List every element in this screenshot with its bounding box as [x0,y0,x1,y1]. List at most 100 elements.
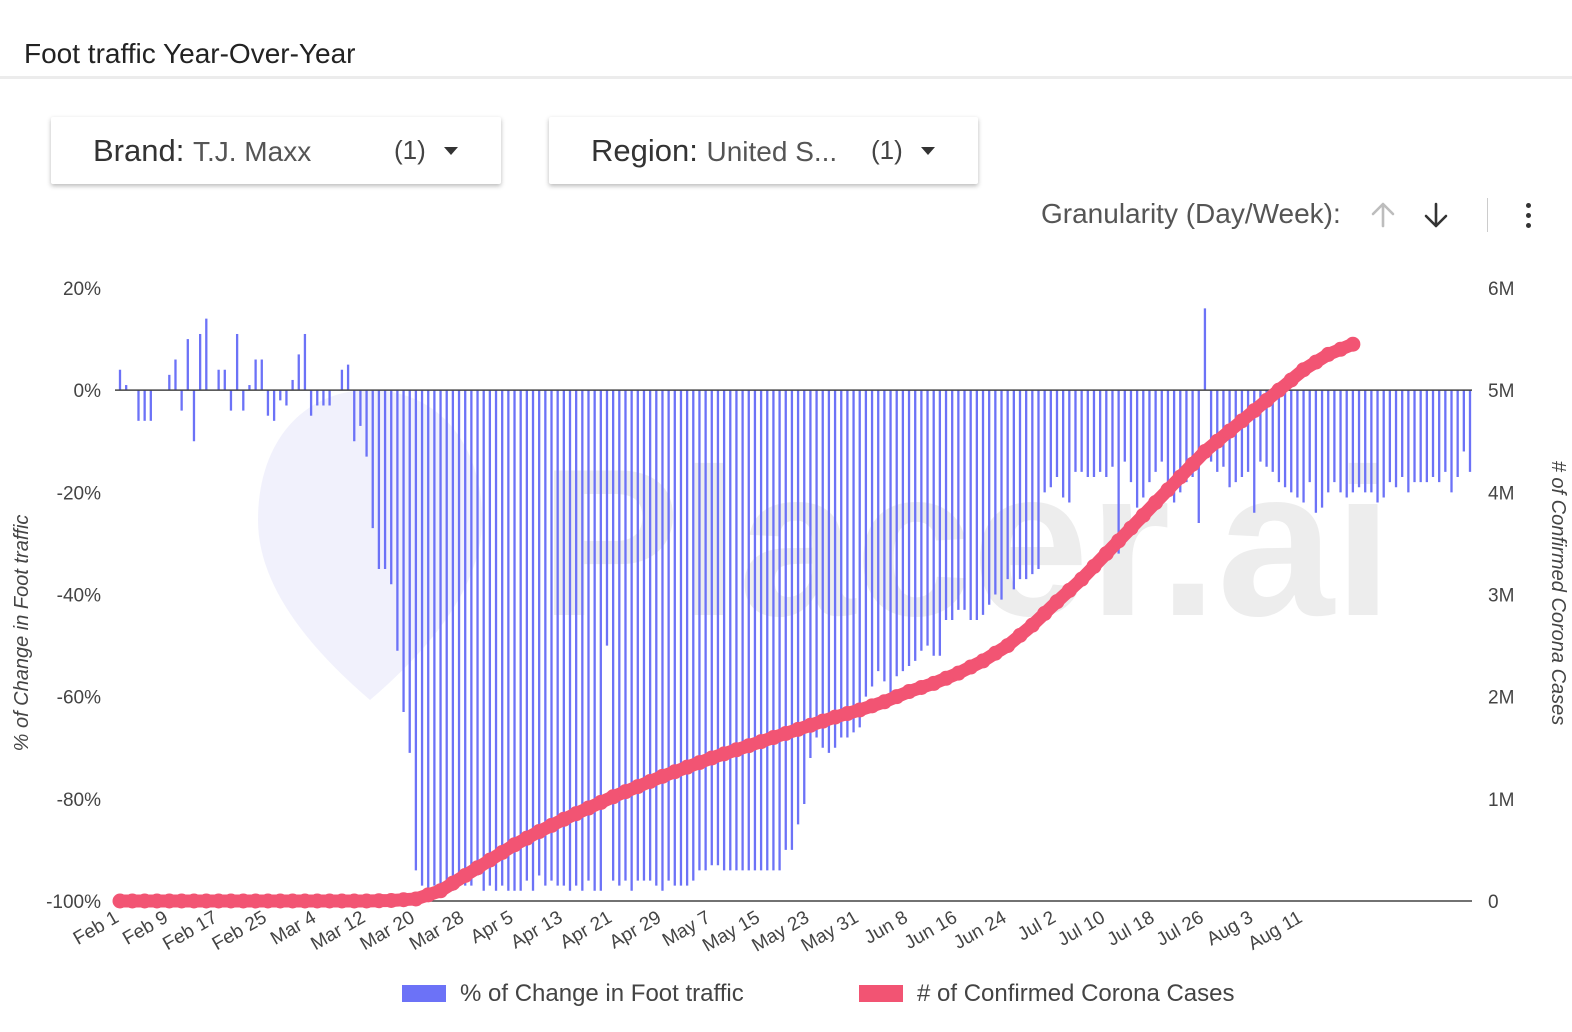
point-confirmed-cases [1123,520,1139,536]
point-confirmed-cases [987,645,1003,661]
point-confirmed-cases [889,689,905,705]
point-confirmed-cases [297,893,313,909]
x-tick-label: Jun 16 [901,907,961,954]
point-confirmed-cases [901,684,917,700]
point-confirmed-cases [1271,382,1287,398]
point-confirmed-cases [420,887,436,903]
point-confirmed-cases [741,738,757,754]
y-right-tick-label: 6M [1488,279,1514,300]
point-confirmed-cases [1012,627,1028,643]
point-confirmed-cases [864,698,880,714]
x-tick-label: Feb 25 [209,907,271,955]
point-confirmed-cases [679,759,695,775]
point-confirmed-cases [580,800,596,816]
point-confirmed-cases [272,893,288,909]
y-right-tick-label: 4M [1488,483,1514,504]
x-tick-label: Feb 1 [70,907,123,949]
point-confirmed-cases [1320,346,1336,362]
point-confirmed-cases [124,893,140,909]
brand-filter-dropdown[interactable]: Brand: T.J. Maxx (1) [51,117,501,184]
point-confirmed-cases [1098,546,1114,562]
legend-item-foot-traffic[interactable]: % of Change in Foot traffic [402,980,744,1008]
point-confirmed-cases [1172,469,1188,485]
point-confirmed-cases [433,883,449,899]
point-confirmed-cases [1283,372,1299,388]
point-confirmed-cases [445,875,461,891]
point-confirmed-cases [211,893,227,909]
point-confirmed-cases [716,746,732,762]
point-confirmed-cases [1296,362,1312,378]
point-confirmed-cases [617,784,633,800]
more-vertical-icon[interactable] [1521,203,1537,229]
arrow-down-icon[interactable] [1420,198,1452,232]
y-left-tick-label: 20% [63,279,101,300]
region-filter-count: (1) [871,135,903,165]
y-axis-left-label: % of Change in Foot traffic [11,515,33,752]
point-confirmed-cases [630,779,646,795]
brand-filter-value: T.J. Maxx [192,136,312,167]
point-confirmed-cases [309,893,325,909]
point-confirmed-cases [1148,495,1164,511]
y-axis-right-label: # of Confirmed Corona Cases [1547,461,1569,726]
point-confirmed-cases [1086,558,1102,574]
legend-item-corona-cases[interactable]: # of Confirmed Corona Cases [859,980,1234,1008]
brand-filter-label: Brand: T.J. Maxx [93,133,312,168]
x-tick-label: Jul 18 [1104,907,1158,951]
point-confirmed-cases [704,750,720,766]
point-confirmed-cases [938,670,954,686]
point-confirmed-cases [507,837,523,853]
point-confirmed-cases [260,893,276,909]
point-confirmed-cases [790,721,806,737]
point-confirmed-cases [334,893,350,909]
y-left-tick-label: -40% [57,586,101,607]
point-confirmed-cases [778,725,794,741]
point-confirmed-cases [691,755,707,771]
point-confirmed-cases [383,892,399,908]
point-confirmed-cases [371,893,387,909]
y-right-tick-label: 5M [1488,381,1514,402]
x-tick-label: Mar 20 [357,907,419,955]
point-confirmed-cases [112,893,128,909]
point-confirmed-cases [198,893,214,909]
point-confirmed-cases [654,768,670,784]
point-confirmed-cases [765,730,781,746]
point-confirmed-cases [482,852,498,868]
point-confirmed-cases [174,893,190,909]
point-confirmed-cases [1308,354,1324,370]
point-confirmed-cases [1234,413,1250,429]
point-confirmed-cases [815,713,831,729]
chevron-down-icon[interactable] [444,147,458,155]
x-tick-label: May 31 [798,907,862,956]
point-confirmed-cases [186,893,202,909]
x-tick-label: Jul 10 [1054,907,1108,951]
point-confirmed-cases [285,893,301,909]
y-right-tick-label: 1M [1488,790,1514,811]
point-confirmed-cases [1197,443,1213,459]
y-left-tick-label: -20% [57,483,101,504]
page-title: Foot traffic Year-Over-Year [24,38,356,69]
point-confirmed-cases [1061,582,1077,598]
x-tick-label: Jul 2 [1014,907,1059,945]
arrow-up-icon[interactable] [1367,198,1399,232]
point-confirmed-cases [1135,507,1151,523]
region-filter-dropdown[interactable]: Region: United S... (1) [549,117,978,184]
x-tick-label: Jul 26 [1153,907,1207,951]
point-confirmed-cases [1259,392,1275,408]
point-confirmed-cases [568,806,584,822]
point-confirmed-cases [556,811,572,827]
brand-filter-count: (1) [394,135,426,165]
chevron-down-icon[interactable] [921,147,935,155]
point-confirmed-cases [827,709,843,725]
y-right-tick-label: 3M [1488,586,1514,607]
point-confirmed-cases [1000,638,1016,654]
region-filter-label: Region: United S... [591,133,838,168]
point-confirmed-cases [396,892,412,908]
brand-filter-key: Brand [93,133,176,168]
point-confirmed-cases [161,893,177,909]
region-filter-key: Region [591,133,690,168]
point-confirmed-cases [1024,617,1040,633]
y-left-tick-label: -60% [57,688,101,709]
y-left-tick-label: 0% [74,381,102,402]
point-confirmed-cases [728,742,744,758]
point-confirmed-cases [913,679,929,695]
